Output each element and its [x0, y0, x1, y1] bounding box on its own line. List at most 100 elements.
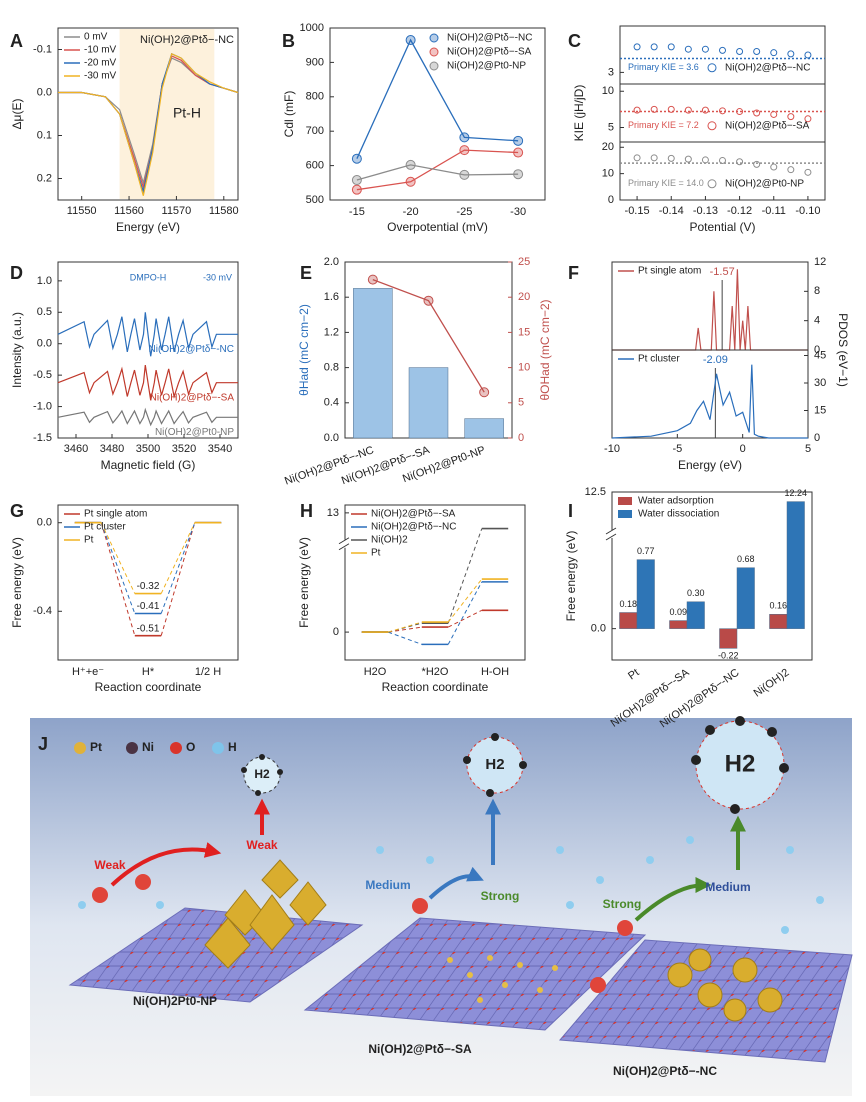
- marker: [701, 45, 709, 53]
- marker: [650, 105, 658, 113]
- marker: [684, 45, 692, 53]
- x-axis-label: Potential (V): [689, 220, 755, 234]
- y-axis-label: Cdl (mF): [282, 91, 296, 138]
- marker: [459, 145, 470, 156]
- y-axis-label: Free energy (eV): [10, 537, 24, 628]
- bar: [686, 601, 705, 629]
- y-tick-label: 700: [306, 125, 324, 137]
- value-label: 0.09: [669, 607, 687, 617]
- h2-bubble: [241, 716, 789, 814]
- legend-swatch: [429, 33, 439, 43]
- panel-letter: I: [568, 501, 573, 521]
- y-tick-label: -1.5: [33, 432, 52, 444]
- x-tick-label: -0.11: [762, 205, 786, 217]
- legend-label: Pt single atom: [84, 509, 147, 520]
- y-tick-label: 0.5: [37, 306, 52, 318]
- y-tick-label: 1.0: [37, 275, 52, 287]
- value-label: -0.41: [137, 601, 160, 612]
- legend-label: Ni: [142, 740, 154, 754]
- marker: [753, 160, 761, 168]
- y-tick-label: -1.0: [33, 400, 52, 412]
- series-line: [58, 52, 239, 196]
- panel-j: J Pt Ni O H: [30, 716, 853, 1096]
- reference-label: -2.09: [703, 354, 728, 366]
- connector: [100, 522, 136, 594]
- value-label: 0.16: [769, 601, 787, 611]
- marker: [770, 49, 778, 57]
- marker: [736, 158, 744, 166]
- y-tick-label: 10: [602, 85, 614, 97]
- y2-tick-label: 25: [518, 256, 530, 268]
- legend-label: Pt: [90, 740, 102, 754]
- lattice-sheet: [303, 917, 647, 1031]
- legend-label: 0 mV: [84, 32, 108, 43]
- x-tick-label: -0.12: [727, 205, 752, 217]
- marker: [367, 274, 378, 285]
- x-tick-label: H2O: [364, 666, 387, 678]
- bar: [769, 614, 788, 629]
- y-tick-label: 1.2: [324, 326, 339, 338]
- bar: [464, 418, 504, 439]
- bar: [353, 288, 393, 439]
- x-axis-label: Energy (eV): [678, 458, 742, 472]
- y-tick-label: 0.0: [37, 338, 52, 350]
- y-tick-label: -0.4: [33, 605, 52, 617]
- marker: [770, 110, 778, 118]
- y-axis-label: KIE (jH/jD): [572, 85, 586, 142]
- x-axis-label: Reaction coordinate: [95, 680, 202, 694]
- connector: [100, 522, 136, 636]
- marker: [650, 43, 658, 51]
- caption: Ni(OH)2Pt0-NP: [133, 994, 217, 1008]
- x-tick-label: 3520: [172, 443, 196, 455]
- marker: [459, 132, 470, 143]
- marker: [633, 106, 641, 114]
- series-line: [356, 38, 519, 159]
- marker: [405, 35, 416, 46]
- connector: [160, 522, 196, 594]
- bar: [786, 501, 805, 629]
- x-tick-label: -20: [403, 206, 419, 218]
- plot-frame: [619, 83, 826, 143]
- legend-swatch: [170, 742, 182, 754]
- marker: [633, 43, 641, 51]
- y-tick-label: 0.4: [324, 397, 339, 409]
- panel-letter: E: [300, 263, 312, 283]
- shaded-region: [119, 29, 215, 199]
- y2-tick-label: 5: [518, 397, 524, 409]
- x-axis-label: Reaction coordinate: [382, 680, 489, 694]
- x-tick-label: 3480: [100, 443, 124, 455]
- y2-axis-label: θOHad (mC cm−2): [538, 299, 552, 400]
- marker: [423, 295, 434, 306]
- bar: [736, 567, 755, 629]
- value-label: 0.18: [619, 599, 637, 609]
- legend-label: Ni(OH)2@Ptδ−-SA: [371, 509, 456, 520]
- legend-label: Pt: [371, 548, 381, 559]
- connector: [388, 631, 422, 645]
- x-tick-label: H*: [142, 666, 155, 678]
- pt-single-atoms: [447, 955, 558, 1003]
- y-axis-label: Free energy (eV): [297, 537, 311, 628]
- legend-label: Water adsorption: [638, 496, 714, 507]
- marker: [736, 48, 744, 56]
- x-tick-label: 3460: [64, 443, 88, 455]
- y-tick-label: 10: [602, 168, 614, 180]
- y-tick-label: 2.0: [324, 256, 339, 268]
- y2-tick-label: 0: [518, 432, 524, 444]
- legend-label: Ni(OH)2@Pt0-NP: [447, 61, 526, 72]
- y-tick-label: 0.0: [591, 623, 606, 635]
- axis-break: [605, 533, 617, 541]
- marker: [787, 166, 795, 174]
- arrow: [428, 866, 484, 900]
- plot-frame: [611, 491, 813, 661]
- legend-swatch: [429, 47, 439, 57]
- legend-label: Ni(OH)2@Ptδ−-NC: [447, 33, 532, 44]
- series-line: [372, 278, 485, 393]
- legend-swatch: [707, 179, 717, 189]
- panel-letter: A: [10, 31, 23, 51]
- connector: [100, 522, 136, 614]
- series-line: [356, 149, 519, 191]
- y-tick-label: 20: [602, 141, 614, 153]
- legend-label: Pt cluster: [638, 354, 680, 365]
- value-label: -0.22: [718, 651, 739, 661]
